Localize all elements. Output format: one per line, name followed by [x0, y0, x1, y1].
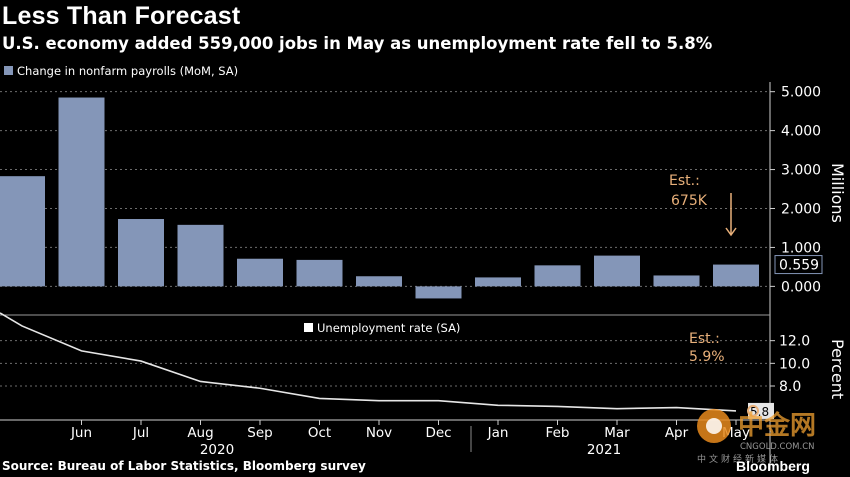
- x-axis-month-label: Oct: [308, 425, 331, 441]
- payrolls-panel: 0.000 1.000 2.000 3.000 4.000 5.000 Change in …: [0, 64, 847, 470]
- x-axis-month-label: Nov: [366, 425, 392, 441]
- source-note: Source: Bureau of Labor Statistics, Bloo…: [2, 459, 366, 473]
- payrolls-bar: [118, 219, 164, 287]
- x-axis-month-label: Sep: [247, 425, 272, 441]
- payrolls-legend-label: Change in nonfarm payrolls (MoM, SA): [17, 64, 238, 78]
- payrolls-bar: [356, 276, 402, 287]
- unemployment-tick-label: 8.0: [779, 379, 801, 395]
- payrolls-bar: [58, 97, 105, 287]
- payrolls-bar: [475, 277, 521, 287]
- x-axis-year-label: 2021: [587, 442, 621, 458]
- payrolls-bar: [0, 176, 45, 287]
- chart-subtitle: U.S. economy added 559,000 jobs in May a…: [2, 34, 713, 53]
- payrolls-estimate-label: Est.:: [669, 173, 700, 189]
- x-axis-month-label: Feb: [546, 425, 570, 441]
- payrolls-tick-label: 5.000: [781, 85, 821, 101]
- x-axis-year-label: 2020: [200, 442, 234, 458]
- payrolls-bar: [237, 258, 283, 287]
- payrolls-ylabel: Millions: [828, 163, 847, 223]
- unemployment-ylabel: Percent: [828, 339, 847, 399]
- payrolls-tick-label: 1.000: [781, 240, 821, 256]
- payrolls-legend-swatch: [4, 66, 13, 75]
- payrolls-last-value: 0.559: [779, 258, 819, 274]
- unemployment-panel: 8.0 10.0 12.0 Unemployment rate (SA) Percent…: [0, 312, 847, 419]
- payrolls-bar: [594, 255, 640, 287]
- payrolls-bar: [653, 275, 700, 287]
- x-axis-month-label: Jan: [487, 425, 509, 441]
- x-axis-month-label: Dec: [425, 425, 451, 441]
- x-axis: Jun Jul Aug Sep Oct Nov Dec Jan Feb Mar Apr May2020…: [0, 419, 770, 458]
- payrolls-tick-label: 3.000: [781, 163, 821, 179]
- watermark-emblem-center: [706, 418, 722, 434]
- payrolls-estimate-value: 675K: [671, 193, 708, 209]
- x-axis-month-label: Mar: [604, 425, 630, 441]
- estimate-marker: [747, 404, 759, 417]
- payrolls-last-value-box: [774, 255, 823, 275]
- unemployment-tick-label: 10.0: [779, 356, 810, 372]
- unemployment-line: [0, 312, 737, 412]
- watermark-domain: CNGOLD.COM.CN: [740, 442, 815, 452]
- x-axis-month-label: Apr: [665, 425, 689, 441]
- unemployment-estimate-label: Est.:: [689, 331, 720, 347]
- payrolls-tick-label: 4.000: [781, 124, 821, 140]
- unemployment-legend-swatch: [304, 323, 313, 332]
- x-axis-month-label: Aug: [187, 425, 213, 441]
- payrolls-bar: [534, 265, 581, 287]
- payrolls-tick-label: 0.000: [781, 279, 821, 295]
- unemployment-tick-label: 12.0: [779, 334, 810, 350]
- payrolls-bar: [415, 286, 462, 299]
- bloomberg-logo: Bloomberg: [736, 458, 810, 474]
- chart-title: Less Than Forecast: [2, 2, 241, 30]
- estimate-arrow-head: [725, 227, 737, 237]
- payrolls-bar: [713, 264, 759, 287]
- unemployment-legend-label: Unemployment rate (SA): [317, 321, 460, 335]
- watermark-text: 中金网: [738, 410, 816, 441]
- unemployment-estimate-value: 5.9%: [689, 349, 725, 365]
- payrolls-tick-label: 2.000: [781, 201, 821, 217]
- x-axis-month-label: Jul: [132, 425, 149, 441]
- x-axis-month-label: Jun: [70, 425, 92, 441]
- payrolls-bar: [177, 224, 224, 287]
- payrolls-bar: [296, 259, 343, 287]
- watermark-tagline: 中文财经新媒体: [697, 453, 781, 465]
